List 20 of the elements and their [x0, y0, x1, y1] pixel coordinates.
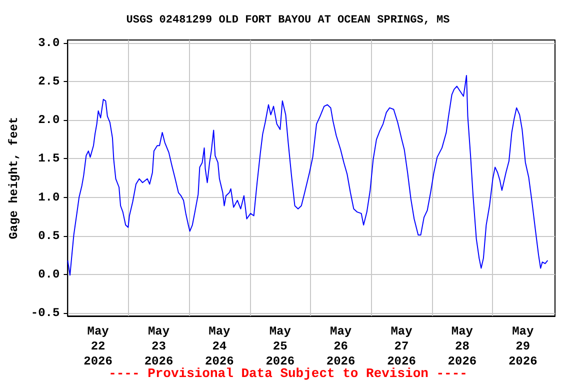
text: ---- Provisional Data Subject to Revision ---- — [108, 366, 468, 381]
y-tick-label: -0.5 — [30, 306, 60, 320]
x-tick-label: May 27 2026 — [387, 324, 416, 368]
y-tick-label: 1.5 — [38, 152, 60, 166]
y-tick-label: 1.0 — [38, 190, 60, 204]
y-tick-label: 0.5 — [38, 228, 60, 243]
x-tick-label: May 26 2026 — [326, 324, 356, 368]
y-axis-title: Gage height, feet — [7, 116, 21, 240]
x-tick-label: May 23 2026 — [144, 324, 174, 368]
y-tick-label: 2.0 — [38, 113, 60, 128]
x-tick-label: May 25 2026 — [266, 324, 295, 368]
x-tick-label: May 22 2026 — [84, 324, 112, 368]
y-tick-label: 2.5 — [38, 74, 60, 89]
x-tick-label: May 29 2026 — [508, 324, 538, 368]
y-tick-label: 0.0 — [38, 267, 60, 282]
x-tick-label: May 28 2026 — [448, 324, 477, 368]
y-tick-label: 3.0 — [38, 36, 60, 50]
x-tick-label: May 24 2026 — [205, 324, 234, 368]
line-series — [67, 74, 548, 276]
chart-title: USGS 02481299 OLD FORT BAYOU AT OCEAN SPRINGS, MS — [126, 14, 450, 26]
